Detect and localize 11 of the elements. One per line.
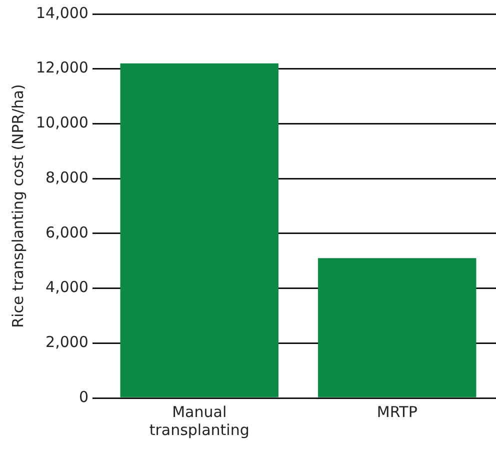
y-tick-label: 0 [78, 388, 88, 406]
y-axis-title: Rice transplanting cost (NPR/ha) [8, 84, 27, 328]
y-tick-label: 2,000 [46, 333, 88, 352]
y-tick-label: 10,000 [36, 114, 88, 132]
x-tick-label: Manual transplanting [149, 402, 250, 439]
x-tick-label: MRTP [376, 402, 418, 421]
y-tick-label: 6,000 [46, 223, 88, 242]
y-tick-label: 14,000 [36, 4, 88, 22]
y-tick-label: 12,000 [36, 58, 88, 77]
y-tick-label: 8,000 [46, 168, 88, 186]
y-tick-label: 4,000 [46, 278, 88, 296]
